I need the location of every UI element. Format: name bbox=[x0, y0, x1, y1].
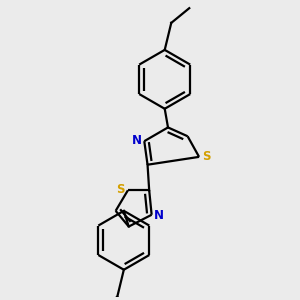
Text: N: N bbox=[132, 134, 142, 147]
Text: S: S bbox=[202, 150, 211, 164]
Text: S: S bbox=[116, 183, 125, 196]
Text: N: N bbox=[154, 209, 164, 222]
